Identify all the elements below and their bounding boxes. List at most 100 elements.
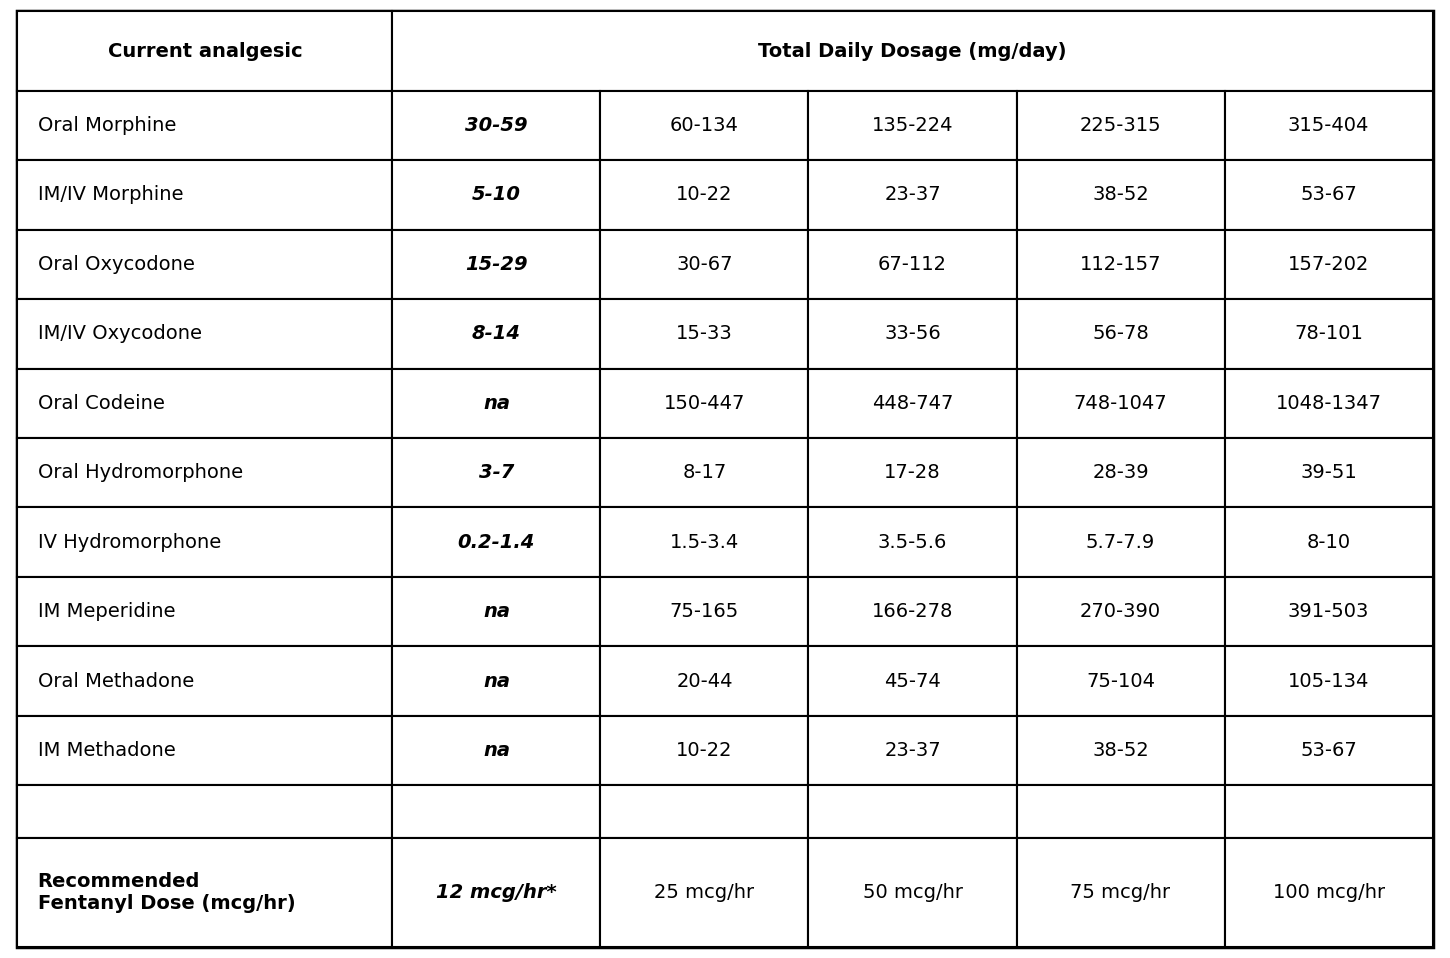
Bar — [393, 91, 600, 160]
Text: 8-14: 8-14 — [471, 324, 521, 343]
Text: 30-59: 30-59 — [465, 116, 528, 135]
Bar — [1225, 299, 1433, 369]
Bar — [393, 647, 600, 716]
Bar — [600, 647, 809, 716]
Bar — [809, 299, 1016, 369]
Bar — [17, 160, 393, 230]
Bar — [600, 508, 809, 577]
Text: 53-67: 53-67 — [1301, 741, 1357, 760]
Text: 15-29: 15-29 — [465, 255, 528, 274]
Bar — [600, 91, 809, 160]
Bar — [809, 838, 1016, 947]
Bar — [1225, 577, 1433, 647]
Text: 135-224: 135-224 — [871, 116, 953, 135]
Bar — [393, 716, 600, 786]
Text: IM Meperidine: IM Meperidine — [38, 603, 175, 621]
Text: IM/IV Morphine: IM/IV Morphine — [38, 185, 183, 204]
Bar — [17, 369, 393, 438]
Text: 3-7: 3-7 — [478, 464, 515, 482]
Bar — [393, 369, 600, 438]
Text: 39-51: 39-51 — [1301, 464, 1357, 482]
Text: 75-165: 75-165 — [670, 603, 740, 621]
Bar — [17, 508, 393, 577]
Bar — [1225, 369, 1433, 438]
Bar — [393, 11, 1433, 91]
Bar — [17, 91, 393, 160]
Bar — [17, 299, 393, 369]
Bar — [1016, 299, 1225, 369]
Bar — [1016, 786, 1225, 838]
Bar — [809, 369, 1016, 438]
Bar — [600, 230, 809, 299]
Text: Current analgesic: Current analgesic — [107, 41, 302, 60]
Bar — [393, 838, 600, 947]
Text: 748-1047: 748-1047 — [1074, 394, 1167, 413]
Bar — [1225, 716, 1433, 786]
Text: 391-503: 391-503 — [1288, 603, 1369, 621]
Bar — [17, 11, 393, 91]
Text: IM Methadone: IM Methadone — [38, 741, 175, 760]
Text: 5.7-7.9: 5.7-7.9 — [1086, 533, 1156, 552]
Text: 30-67: 30-67 — [676, 255, 732, 274]
Bar — [1016, 716, 1225, 786]
Text: 75 mcg/hr: 75 mcg/hr — [1070, 883, 1170, 902]
Bar — [1016, 91, 1225, 160]
Bar — [1016, 438, 1225, 508]
Bar — [600, 160, 809, 230]
Bar — [1225, 786, 1433, 838]
Text: 20-44: 20-44 — [676, 672, 732, 691]
Text: 23-37: 23-37 — [884, 185, 941, 204]
Text: Oral Hydromorphone: Oral Hydromorphone — [38, 464, 242, 482]
Text: 38-52: 38-52 — [1092, 741, 1148, 760]
Text: 150-447: 150-447 — [664, 394, 745, 413]
Bar — [809, 716, 1016, 786]
Bar — [17, 577, 393, 647]
Text: 166-278: 166-278 — [871, 603, 953, 621]
Text: 5-10: 5-10 — [471, 185, 521, 204]
Text: na: na — [483, 603, 510, 621]
Bar — [17, 647, 393, 716]
Text: 315-404: 315-404 — [1288, 116, 1369, 135]
Text: 105-134: 105-134 — [1288, 672, 1369, 691]
Text: 23-37: 23-37 — [884, 741, 941, 760]
Bar — [600, 438, 809, 508]
Bar — [393, 508, 600, 577]
Text: 50 mcg/hr: 50 mcg/hr — [863, 883, 963, 902]
Bar — [1225, 438, 1433, 508]
Text: 67-112: 67-112 — [879, 255, 947, 274]
Bar — [600, 577, 809, 647]
Text: 448-747: 448-747 — [871, 394, 953, 413]
Bar — [600, 716, 809, 786]
Bar — [1225, 647, 1433, 716]
Bar — [809, 577, 1016, 647]
Text: na: na — [483, 672, 510, 691]
Bar — [809, 786, 1016, 838]
Text: Oral Morphine: Oral Morphine — [38, 116, 175, 135]
Text: 53-67: 53-67 — [1301, 185, 1357, 204]
Text: 12 mcg/hr*: 12 mcg/hr* — [436, 883, 557, 902]
Bar — [809, 438, 1016, 508]
Bar — [1016, 647, 1225, 716]
Bar — [393, 230, 600, 299]
Text: 78-101: 78-101 — [1295, 324, 1363, 343]
Bar — [809, 647, 1016, 716]
Text: 75-104: 75-104 — [1086, 672, 1156, 691]
Text: 157-202: 157-202 — [1288, 255, 1369, 274]
Text: Oral Codeine: Oral Codeine — [38, 394, 164, 413]
Bar — [600, 299, 809, 369]
Text: 8-10: 8-10 — [1306, 533, 1350, 552]
Bar — [1225, 508, 1433, 577]
Text: 28-39: 28-39 — [1092, 464, 1148, 482]
Bar — [1016, 160, 1225, 230]
Text: 45-74: 45-74 — [884, 672, 941, 691]
Bar — [600, 369, 809, 438]
Text: 3.5-5.6: 3.5-5.6 — [877, 533, 947, 552]
Bar — [809, 508, 1016, 577]
Bar — [393, 577, 600, 647]
Bar — [809, 91, 1016, 160]
Text: 38-52: 38-52 — [1092, 185, 1148, 204]
Bar — [809, 160, 1016, 230]
Text: 1048-1347: 1048-1347 — [1276, 394, 1382, 413]
Bar — [600, 838, 809, 947]
Bar — [17, 230, 393, 299]
